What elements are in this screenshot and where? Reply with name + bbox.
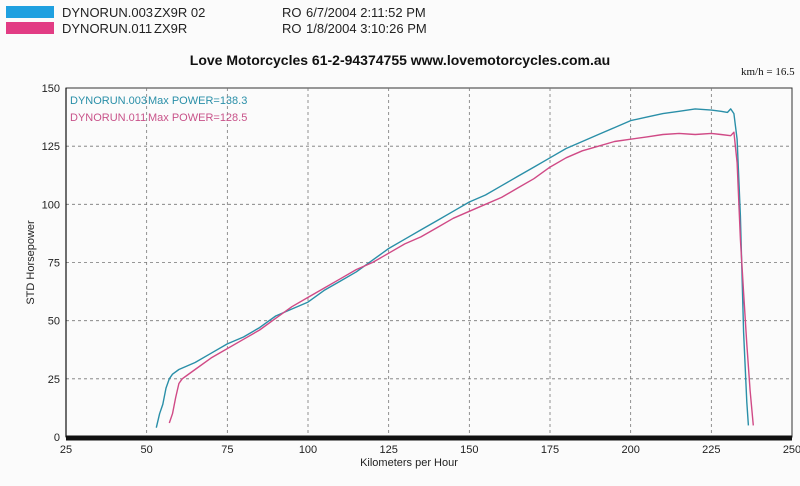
x-tick-label: 150 — [460, 444, 478, 456]
series-line-dynorun-011 — [168, 131, 754, 426]
annotation-max-power: Max POWER=138.3 — [148, 95, 247, 107]
legend-model: ZX9R — [154, 20, 188, 36]
x-tick-label: 200 — [621, 444, 639, 456]
annotation-max-power: Max POWER=128.5 — [148, 112, 247, 124]
annotation-run-name: DYNORUN.003 — [70, 95, 147, 107]
x-tick-label: 50 — [141, 444, 153, 456]
y-axis-label: STD Horsepower — [25, 220, 37, 305]
legend-code: RO — [282, 4, 302, 20]
annotation-run-name: DYNORUN.011 — [70, 112, 146, 124]
x-tick-label: 100 — [299, 444, 317, 456]
y-tick-label: 0 — [54, 432, 60, 444]
series-line-dynorun-003 — [155, 108, 750, 428]
legend-swatch-run-003 — [6, 6, 54, 18]
x-axis-label: Kilometers per Hour — [360, 457, 458, 469]
x-tick-label: 250 — [783, 444, 800, 456]
y-tick-label: 50 — [48, 316, 60, 328]
legend-row-run-003: DYNORUN.003 ZX9R 02 RO 6/7/2004 2:11:52 … — [6, 4, 466, 20]
x-tick-label: 175 — [541, 444, 559, 456]
y-tick-label: 125 — [42, 141, 60, 153]
y-tick-label: 25 — [48, 374, 60, 386]
legend-code: RO — [282, 20, 302, 36]
legend-run-name: DYNORUN.003 — [62, 4, 154, 20]
chart-title: Love Motorcycles 61-2-94374755 www.lovem… — [189, 52, 611, 68]
legend-datetime: 1/8/2004 3:10:26 PM — [306, 20, 427, 36]
x-tick-label: 125 — [379, 444, 397, 456]
y-tick-label: 100 — [42, 199, 60, 211]
legend-datetime: 6/7/2004 2:11:52 PM — [306, 4, 426, 20]
unit-note: km/h = 16.5 — [741, 66, 795, 78]
y-tick-label: 75 — [48, 258, 60, 270]
y-tick-label: 150 — [42, 83, 60, 95]
legend-run-name: DYNORUN.011 — [62, 20, 153, 36]
x-tick-label: 225 — [702, 444, 720, 456]
legend-row-run-011: DYNORUN.011 ZX9R RO 1/8/2004 3:10:26 PM — [6, 20, 466, 36]
x-tick-label: 25 — [60, 444, 72, 456]
legend-swatch-run-011 — [6, 22, 54, 34]
legend-model: ZX9R 02 — [154, 4, 206, 20]
x-tick-label: 75 — [221, 444, 233, 456]
